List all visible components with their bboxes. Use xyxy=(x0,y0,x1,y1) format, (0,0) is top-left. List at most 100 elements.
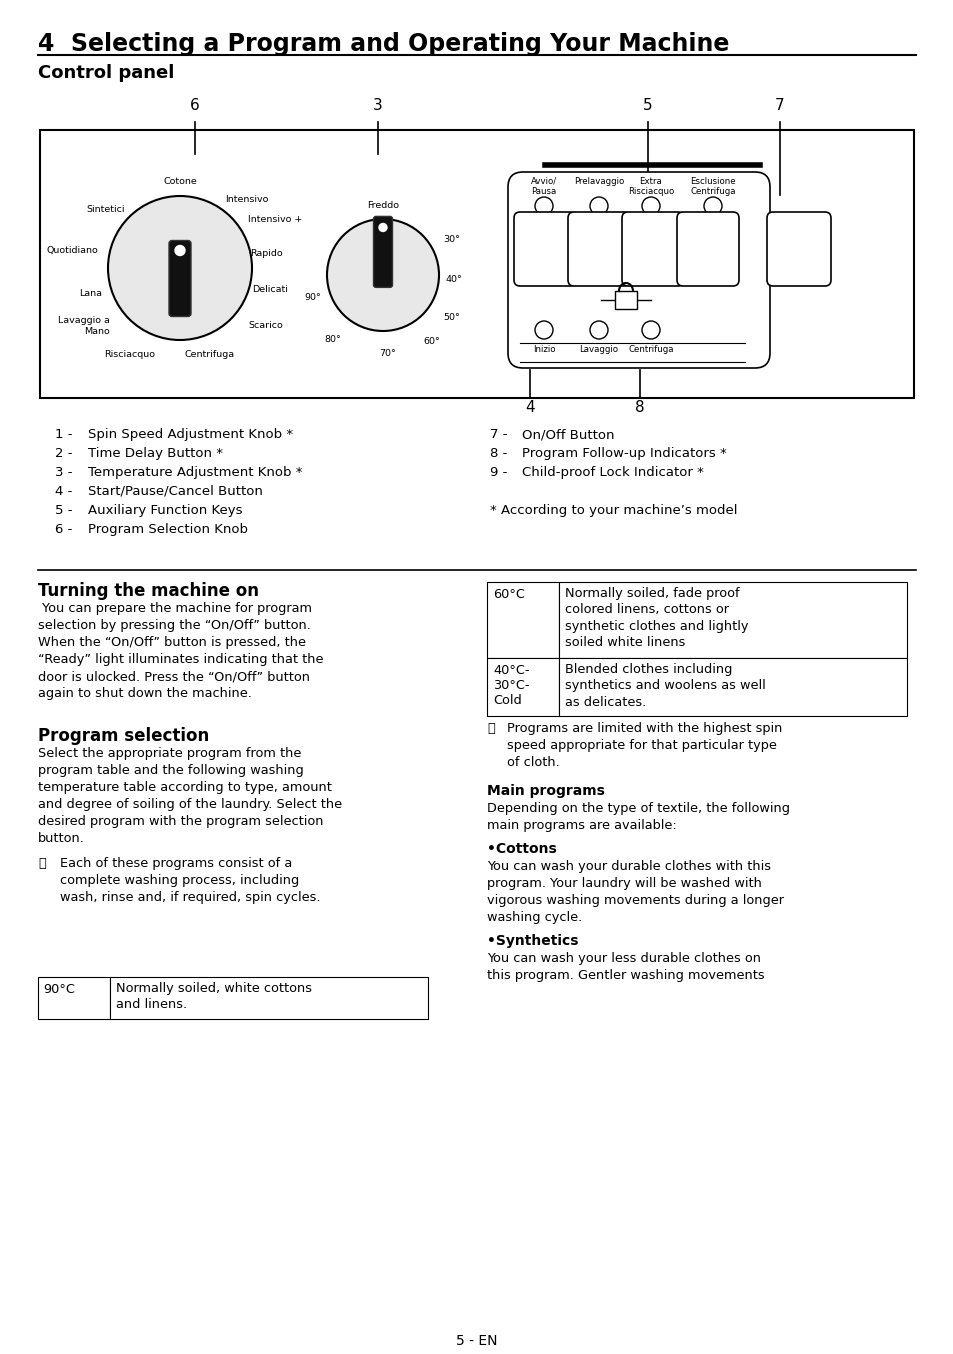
Text: 3: 3 xyxy=(373,97,382,112)
Text: 4  Selecting a Program and Operating Your Machine: 4 Selecting a Program and Operating Your… xyxy=(38,32,729,56)
Text: Centrifuga: Centrifuga xyxy=(185,349,234,359)
Text: ⓘ: ⓘ xyxy=(38,857,46,871)
Text: Lavaggio a
Mano: Lavaggio a Mano xyxy=(58,317,110,336)
Text: Intensivo: Intensivo xyxy=(225,195,268,204)
Text: 6: 6 xyxy=(190,97,200,112)
Text: 7 -: 7 - xyxy=(490,428,507,441)
Circle shape xyxy=(589,321,607,338)
Text: Avvio/
Pausa: Avvio/ Pausa xyxy=(531,177,557,196)
FancyBboxPatch shape xyxy=(677,213,739,286)
Text: 60°C: 60°C xyxy=(493,588,524,601)
Text: 70°: 70° xyxy=(379,349,395,357)
Text: Program Selection Knob: Program Selection Knob xyxy=(88,523,248,536)
Text: You can wash your less durable clothes on
this program. Gentler washing movement: You can wash your less durable clothes o… xyxy=(486,952,763,982)
Text: Normally soiled, fade proof
colored linens, cottons or
synthetic clothes and lig: Normally soiled, fade proof colored line… xyxy=(564,588,748,650)
Text: 30°: 30° xyxy=(442,236,459,245)
Text: Child-proof Lock Indicator *: Child-proof Lock Indicator * xyxy=(521,466,703,479)
Text: On/Off: On/Off xyxy=(785,213,813,222)
Text: Scarico: Scarico xyxy=(248,321,282,330)
Text: Cotone: Cotone xyxy=(163,177,196,185)
Text: Lavaggio: Lavaggio xyxy=(578,345,618,353)
Text: Depending on the type of textile, the following
main programs are available:: Depending on the type of textile, the fo… xyxy=(486,802,789,831)
Text: 5 -: 5 - xyxy=(55,504,72,517)
Text: You can prepare the machine for program
selection by pressing the “On/Off” butto: You can prepare the machine for program … xyxy=(38,603,323,700)
Text: Select the appropriate program from the
program table and the following washing
: Select the appropriate program from the … xyxy=(38,747,342,845)
Text: 2 -: 2 - xyxy=(55,447,72,460)
Text: 5: 5 xyxy=(642,97,652,112)
Text: ⓘ: ⓘ xyxy=(486,722,495,735)
Bar xyxy=(38,978,110,1020)
Text: 1 -: 1 - xyxy=(55,428,72,441)
Text: 9 -: 9 - xyxy=(490,466,507,479)
Bar xyxy=(558,658,906,716)
Text: Centrifuga: Centrifuga xyxy=(628,345,673,353)
Text: Lana: Lana xyxy=(79,288,102,298)
Circle shape xyxy=(108,196,252,340)
FancyBboxPatch shape xyxy=(507,172,769,368)
Text: You can wash your durable clothes with this
program. Your laundry will be washed: You can wash your durable clothes with t… xyxy=(486,860,783,923)
Text: 50°: 50° xyxy=(442,313,459,321)
Text: Time Delay Button *: Time Delay Button * xyxy=(88,447,223,460)
Text: 5 - EN: 5 - EN xyxy=(456,1334,497,1349)
FancyBboxPatch shape xyxy=(169,241,191,317)
Text: 4 -: 4 - xyxy=(55,485,72,498)
Text: Each of these programs consist of a
complete washing process, including
wash, ri: Each of these programs consist of a comp… xyxy=(60,857,320,904)
Text: 40°: 40° xyxy=(446,275,462,284)
Bar xyxy=(486,582,558,658)
Text: 4: 4 xyxy=(525,399,535,414)
Bar xyxy=(40,130,913,398)
Bar xyxy=(110,978,428,1020)
Circle shape xyxy=(641,321,659,338)
Text: Blended clothes including
synthetics and woolens as well
as delicates.: Blended clothes including synthetics and… xyxy=(564,663,765,709)
FancyBboxPatch shape xyxy=(766,213,830,286)
Text: 90°C: 90°C xyxy=(43,983,74,997)
Text: 7: 7 xyxy=(775,97,784,112)
FancyBboxPatch shape xyxy=(374,217,392,287)
Circle shape xyxy=(641,196,659,215)
Circle shape xyxy=(327,219,438,330)
Text: 80°: 80° xyxy=(324,336,340,344)
Text: Temperature Adjustment Knob *: Temperature Adjustment Knob * xyxy=(88,466,302,479)
Circle shape xyxy=(378,223,387,232)
Circle shape xyxy=(174,245,185,256)
Text: * According to your machine’s model: * According to your machine’s model xyxy=(490,504,737,517)
Text: Turning the machine on: Turning the machine on xyxy=(38,582,258,600)
FancyBboxPatch shape xyxy=(514,213,576,286)
Text: Risciacquo: Risciacquo xyxy=(104,349,154,359)
Text: Sintetici: Sintetici xyxy=(87,206,125,214)
Text: Program Follow-up Indicators *: Program Follow-up Indicators * xyxy=(521,447,726,460)
Text: Rapido: Rapido xyxy=(250,249,282,257)
Text: Inizio: Inizio xyxy=(532,345,555,353)
Text: 90°: 90° xyxy=(304,292,320,302)
Text: Programs are limited with the highest spin
speed appropriate for that particular: Programs are limited with the highest sp… xyxy=(506,722,781,769)
Text: Prelavaggio: Prelavaggio xyxy=(574,177,623,185)
Text: Start/Pause/Cancel Button: Start/Pause/Cancel Button xyxy=(88,485,263,498)
Bar xyxy=(558,582,906,658)
Text: 8: 8 xyxy=(635,399,644,414)
Text: •Synthetics: •Synthetics xyxy=(486,934,578,948)
Text: •Cottons: •Cottons xyxy=(486,842,557,856)
Text: 3 -: 3 - xyxy=(55,466,72,479)
Text: Spin Speed Adjustment Knob *: Spin Speed Adjustment Knob * xyxy=(88,428,293,441)
Circle shape xyxy=(535,321,553,338)
Text: On/Off Button: On/Off Button xyxy=(521,428,614,441)
Text: 8 -: 8 - xyxy=(490,447,507,460)
Circle shape xyxy=(535,196,553,215)
FancyBboxPatch shape xyxy=(567,213,629,286)
Text: Delicati: Delicati xyxy=(252,286,288,295)
FancyBboxPatch shape xyxy=(615,291,637,309)
Text: Quotidiano: Quotidiano xyxy=(46,245,98,255)
Text: Main programs: Main programs xyxy=(486,784,604,798)
FancyBboxPatch shape xyxy=(621,213,683,286)
Text: Normally soiled, white cottons
and linens.: Normally soiled, white cottons and linen… xyxy=(116,982,312,1011)
Text: Program selection: Program selection xyxy=(38,727,209,745)
Text: Control panel: Control panel xyxy=(38,64,174,83)
Text: Intensivo +: Intensivo + xyxy=(248,215,302,225)
Circle shape xyxy=(589,196,607,215)
Bar xyxy=(486,658,558,716)
Circle shape xyxy=(703,196,721,215)
Text: Extra
Risciacquo: Extra Risciacquo xyxy=(627,177,674,196)
Text: 40°C-
30°C-
Cold: 40°C- 30°C- Cold xyxy=(493,663,529,707)
Text: Auxiliary Function Keys: Auxiliary Function Keys xyxy=(88,504,242,517)
Text: Freddo: Freddo xyxy=(367,200,398,210)
